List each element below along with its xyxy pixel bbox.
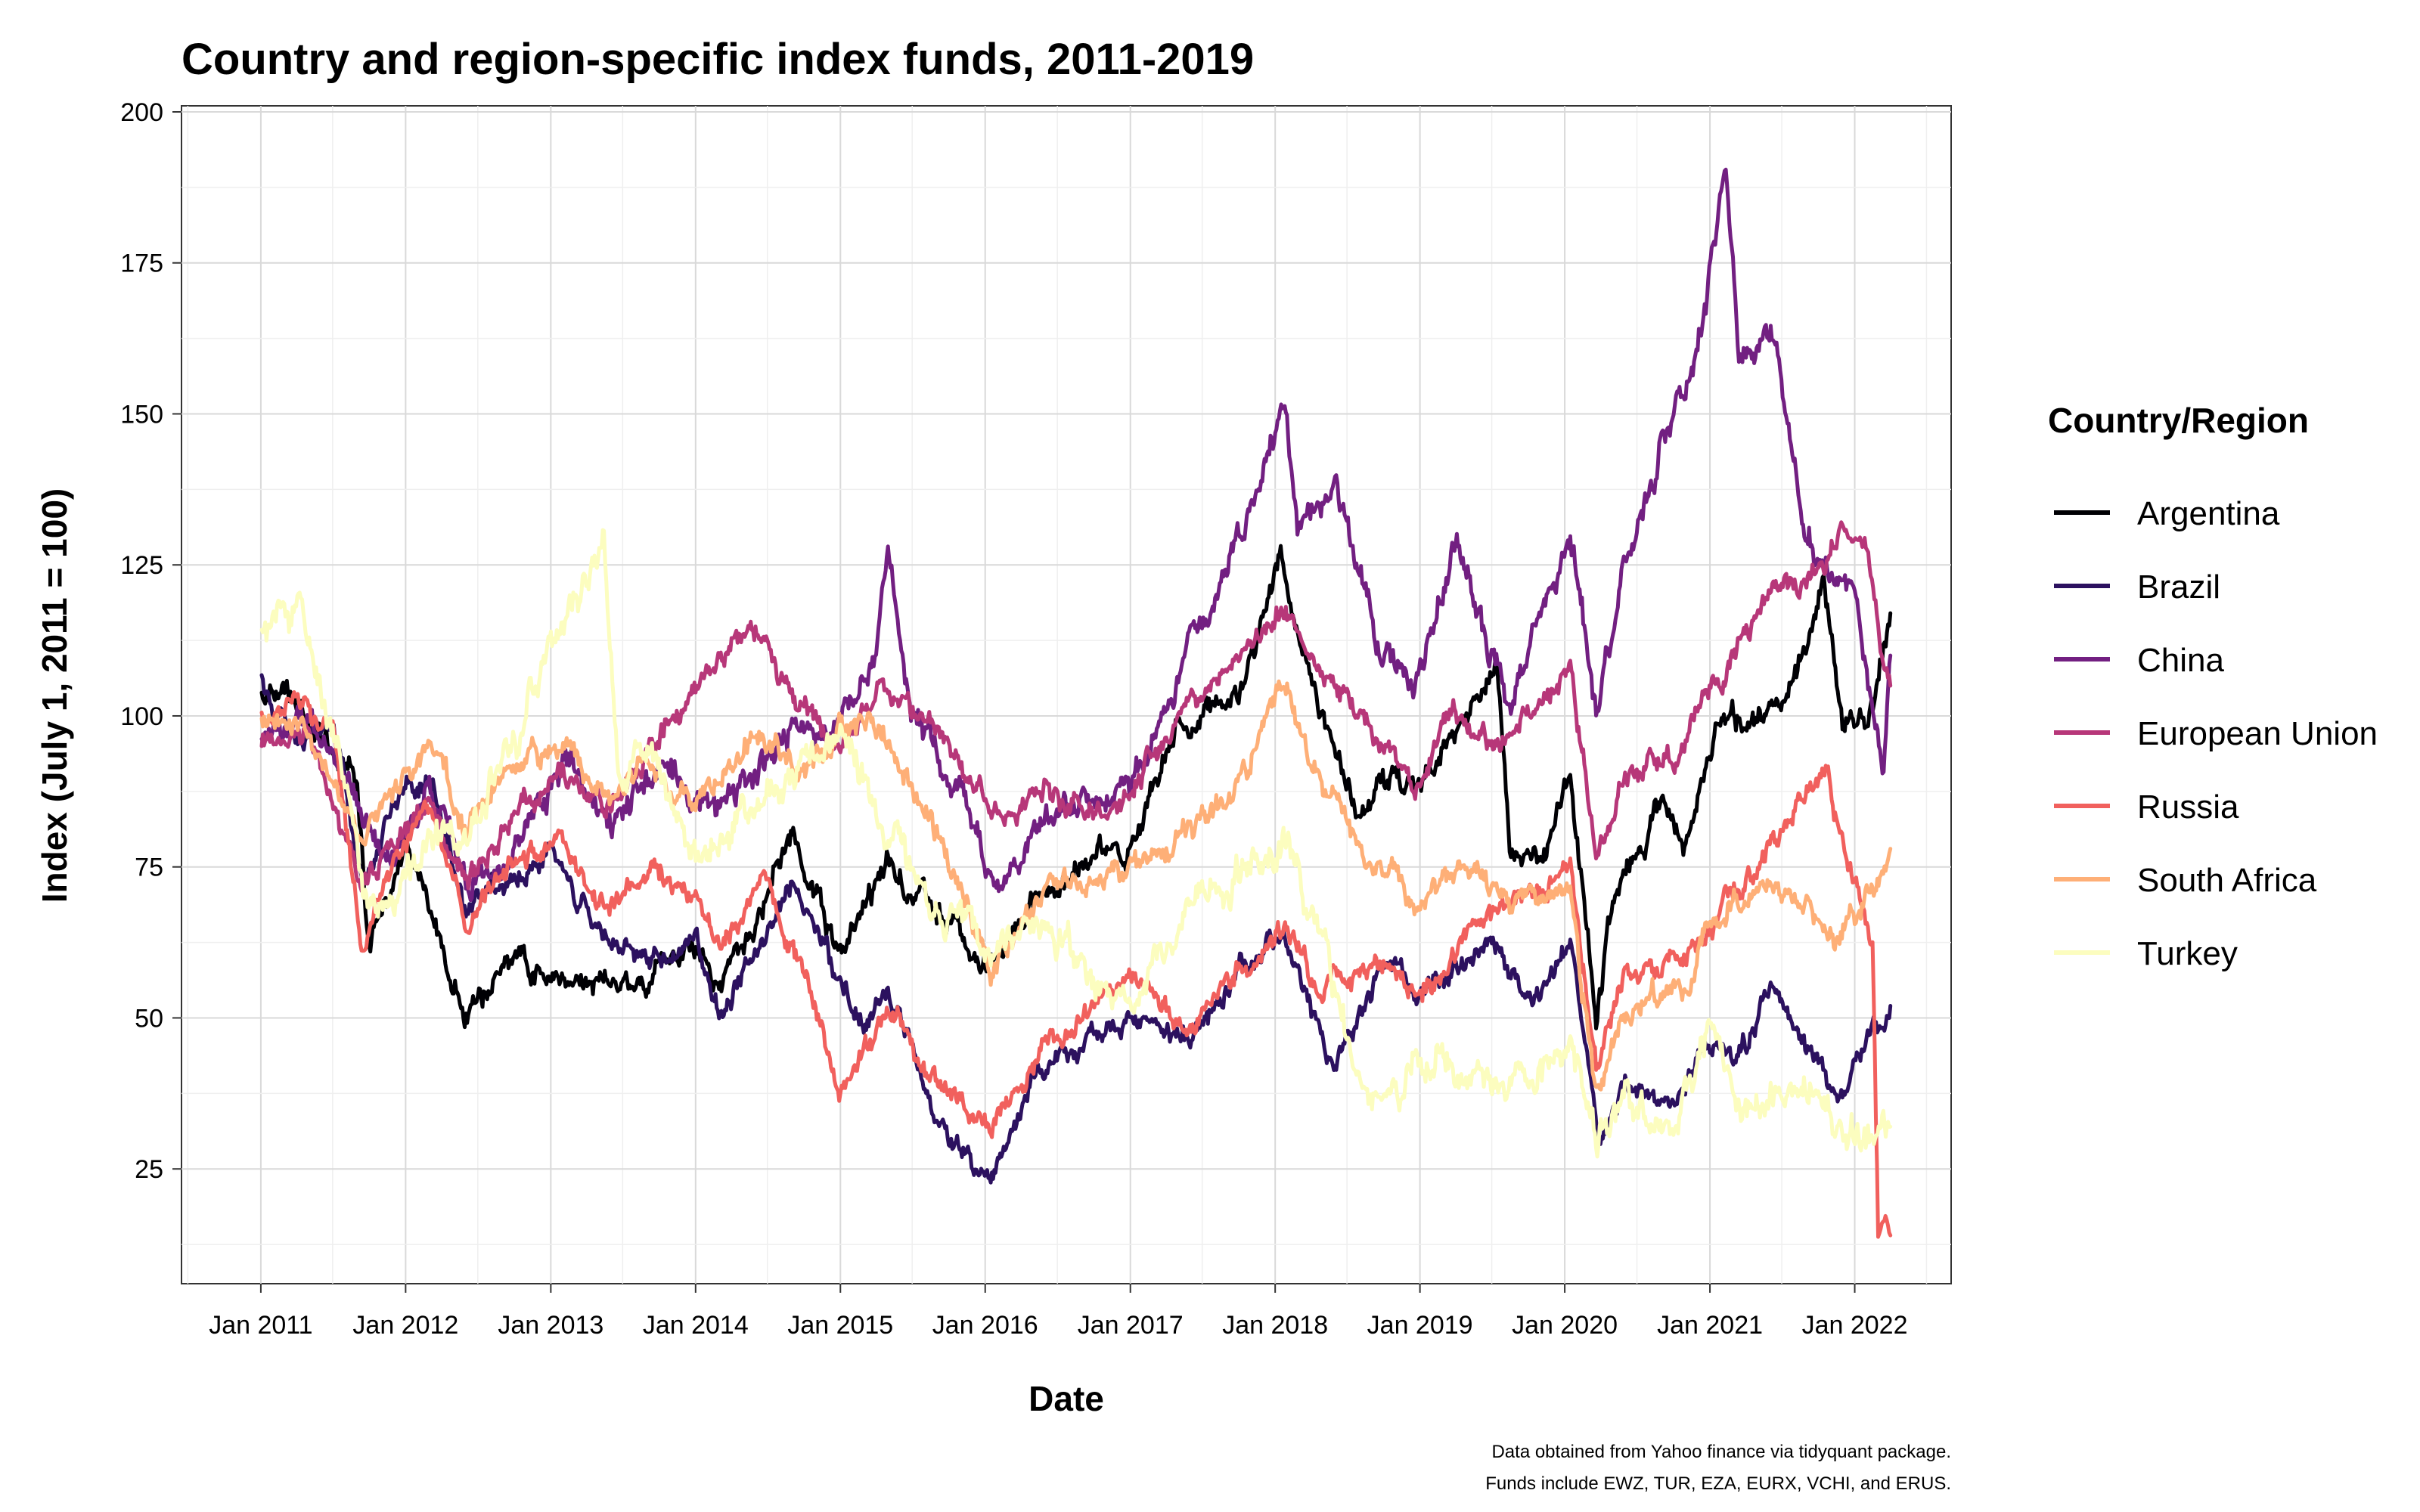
x-tick-label: Jan 2014 <box>643 1311 749 1340</box>
x-tick-label: Jan 2017 <box>1078 1311 1184 1340</box>
x-tick-label: Jan 2013 <box>498 1311 603 1340</box>
x-axis-ticks: Jan 2011 Jan 2012 Jan 2013 Jan 2014 Jan 2015… <box>209 1284 1907 1340</box>
plot-area <box>181 105 1952 1284</box>
series-line-turkey <box>259 528 1893 1159</box>
caption-line-1: Data obtained from Yahoo finance via tid… <box>1491 1442 1951 1462</box>
y-tick-label: 200 <box>120 98 163 127</box>
series-line-china <box>259 167 1893 903</box>
legend-items: Argentina Brazil China European Union Russia… <box>2054 495 2378 972</box>
x-tick-label: Jan 2018 <box>1222 1311 1328 1340</box>
series-line-argentina <box>259 544 1893 1030</box>
x-tick-label: Jan 2019 <box>1367 1311 1473 1340</box>
legend: Country/Region Argentina Brazil China Europ… <box>2048 401 2378 972</box>
legend-label-european-union: European Union <box>2137 715 2378 752</box>
legend-label-south-africa: South Africa <box>2137 862 2317 899</box>
y-axis-title: Index (July 1, 2011 = 100) <box>35 488 74 903</box>
legend-title: Country/Region <box>2048 401 2309 440</box>
series-line-european-union <box>259 520 1893 893</box>
y-tick-label: 25 <box>135 1155 163 1184</box>
x-tick-label: Jan 2012 <box>352 1311 458 1340</box>
x-tick-label: Jan 2021 <box>1657 1311 1763 1340</box>
y-tick-label: 125 <box>120 551 163 580</box>
y-tick-label: 100 <box>120 702 163 731</box>
series-line-brazil <box>259 673 1893 1185</box>
x-tick-label: Jan 2015 <box>787 1311 893 1340</box>
series-group <box>259 167 1893 1239</box>
x-axis-title: Date <box>1028 1379 1104 1418</box>
x-tick-label: Jan 2022 <box>1802 1311 1908 1340</box>
series-line-south-africa <box>259 679 1893 1092</box>
y-tick-label: 75 <box>135 854 163 882</box>
plot-background <box>181 105 1952 1284</box>
y-tick-label: 175 <box>120 249 163 278</box>
x-tick-label: Jan 2011 <box>209 1311 312 1340</box>
legend-label-argentina: Argentina <box>2137 495 2280 532</box>
legend-label-brazil: Brazil <box>2137 569 2220 606</box>
x-tick-label: Jan 2020 <box>1512 1311 1618 1340</box>
chart-title: Country and region-specific index funds,… <box>182 35 1254 84</box>
caption-line-2: Funds include EWZ, TUR, EZA, EURX, VCHI,… <box>1485 1473 1951 1494</box>
legend-label-china: China <box>2137 642 2224 679</box>
series-line-russia <box>259 690 1893 1239</box>
y-tick-label: 150 <box>120 400 163 429</box>
legend-label-russia: Russia <box>2137 789 2239 826</box>
y-axis-ticks: 25 50 75 100 125 150 175 200 <box>120 98 182 1184</box>
y-tick-label: 50 <box>135 1004 163 1033</box>
legend-label-turkey: Turkey <box>2137 935 2238 972</box>
x-tick-label: Jan 2016 <box>932 1311 1038 1340</box>
grid <box>182 106 1951 1284</box>
